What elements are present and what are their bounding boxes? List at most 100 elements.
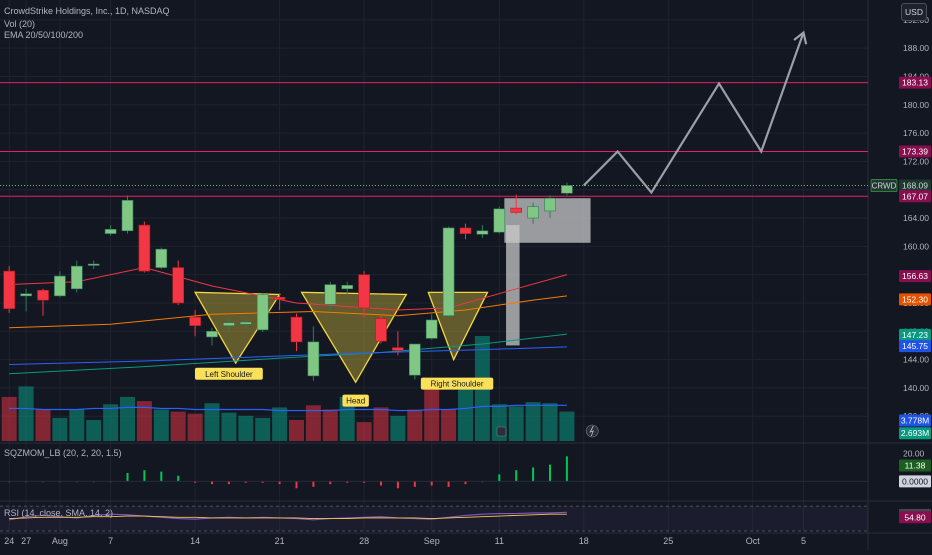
time-tick-label: Aug [52,536,68,546]
sqzmom-bar [312,481,315,487]
sqzmom-bar [244,481,247,483]
candle [87,263,100,266]
price-badge-box [899,427,931,440]
price-badge: 152.30 [899,293,931,306]
volume-bar [305,405,321,441]
sqzmom-series [8,456,568,489]
candle [307,341,320,377]
candle [392,347,404,351]
time-tick-label: 5 [801,536,806,546]
rsi-ma-line [9,513,567,520]
candle [223,322,235,326]
volume-bar [255,417,271,441]
pattern-label: Right Shoulder [420,377,494,390]
time-tick-label: Sep [424,536,440,546]
sqzmom-legend[interactable]: SQZMOM_LB (20, 2, 20, 1.5) [4,448,122,458]
rsi-legend[interactable]: RSI (14, close, SMA, 14, 2) [4,508,114,518]
price-badge: 173.39 [899,145,931,158]
sqzmom-bar [549,464,551,482]
volume-bar [52,417,68,441]
volume-bar [289,420,304,441]
price-badge: 156.63 [899,270,931,283]
price-badge: 167.07 [899,190,931,203]
time-tick-label: 24 [4,536,14,546]
sqzmom-bar [278,481,281,485]
volume-bar [221,412,237,441]
sqzmom-bar [481,481,484,483]
pattern-label-text: Head [346,397,365,406]
event-icons [496,424,599,438]
sqzmom-badge-box [899,475,931,488]
volume-bar [559,411,575,441]
price-badge: 3.778M [899,414,931,427]
sqzmom-bar [396,481,399,489]
sqzmom-bar [532,467,535,482]
candle [273,297,286,300]
candle [510,207,523,213]
price-badge-box [899,328,931,341]
price-badge-text: 173.39 [902,147,928,157]
price-badge-text: 183.13 [902,78,928,88]
lightning-bolt-icon [589,425,595,437]
sqzmom-bar [447,481,450,487]
price-tick-label: 176.00 [903,128,929,138]
price-badge-text: 167.07 [902,191,928,201]
volume-bar [170,411,186,441]
price-badge-text: 3.778M [901,415,929,425]
candle [527,206,539,219]
volume-bar [1,396,17,441]
price-badge-text: 147.23 [902,330,928,340]
price-badge-text: 156.63 [902,271,928,281]
sqzmom-bar [126,473,129,482]
consolidation-pillar [506,225,520,346]
time-tick-label: 28 [359,536,369,546]
candle-series [3,182,573,381]
sqzmom-bar [261,481,264,483]
symbol-title: CrowdStrike Holdings, Inc., 1D, NASDAQ [4,6,170,16]
candle [442,227,455,317]
sqzmom-bar [346,481,349,483]
sqzmom-bar [8,481,11,483]
volume-bar [339,396,355,441]
volume-bar [204,403,220,441]
volume-bar [508,406,524,441]
price-badge-box [899,414,931,427]
candle [324,284,337,305]
price-tick-label: 184.00 [903,71,929,81]
volume-legend[interactable]: Vol (20) [4,19,36,29]
sqzmom-tick-label: 20.00 [903,449,925,459]
volume-bar [525,402,541,441]
sqzmom-badge-box [899,459,931,472]
currency-button[interactable]: USD [901,3,927,21]
volume-bar [407,409,423,441]
price-badge-text: 168.09 [902,180,928,190]
price-tick-label: 160.00 [903,241,929,251]
candle [341,284,354,290]
candle [3,270,15,309]
rsi-badge: 54.80 [899,511,931,524]
price-badge: 147.23 [899,328,931,341]
volume-bar [238,415,254,441]
candle [20,293,32,297]
candle [206,330,218,338]
price-badge-box [899,270,931,283]
volume-bar [35,409,51,441]
candle [358,274,370,309]
sqzmom-bar [430,481,433,486]
volume-bar [390,415,406,441]
pattern-label: Head [342,394,369,407]
ema-legend[interactable]: EMA 20/50/100/200 [4,30,84,40]
candle [155,248,168,268]
time-tick-label: 25 [663,536,673,546]
price-tick-label: 164.00 [903,213,929,223]
ema-line [9,346,567,366]
price-badge: 183.13 [899,76,931,89]
time-axis: 24 27 Aug 7 14 21 28 Sep 11 18 25 Oct 5 [4,536,806,546]
price-badge-box [899,179,931,192]
price-tick-label: 172.00 [903,156,929,166]
sqzmom-bar [160,471,163,482]
price-badge-text: 145.75 [902,341,928,351]
price-badge: 145.75 [899,340,931,353]
